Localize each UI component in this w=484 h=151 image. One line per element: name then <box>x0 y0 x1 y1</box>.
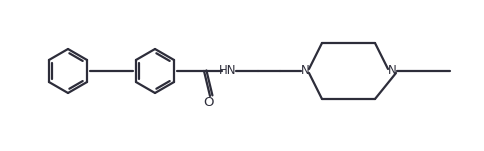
Text: N: N <box>387 64 395 77</box>
Text: O: O <box>203 96 214 109</box>
Text: N: N <box>300 64 309 77</box>
Text: HN: HN <box>219 64 236 77</box>
